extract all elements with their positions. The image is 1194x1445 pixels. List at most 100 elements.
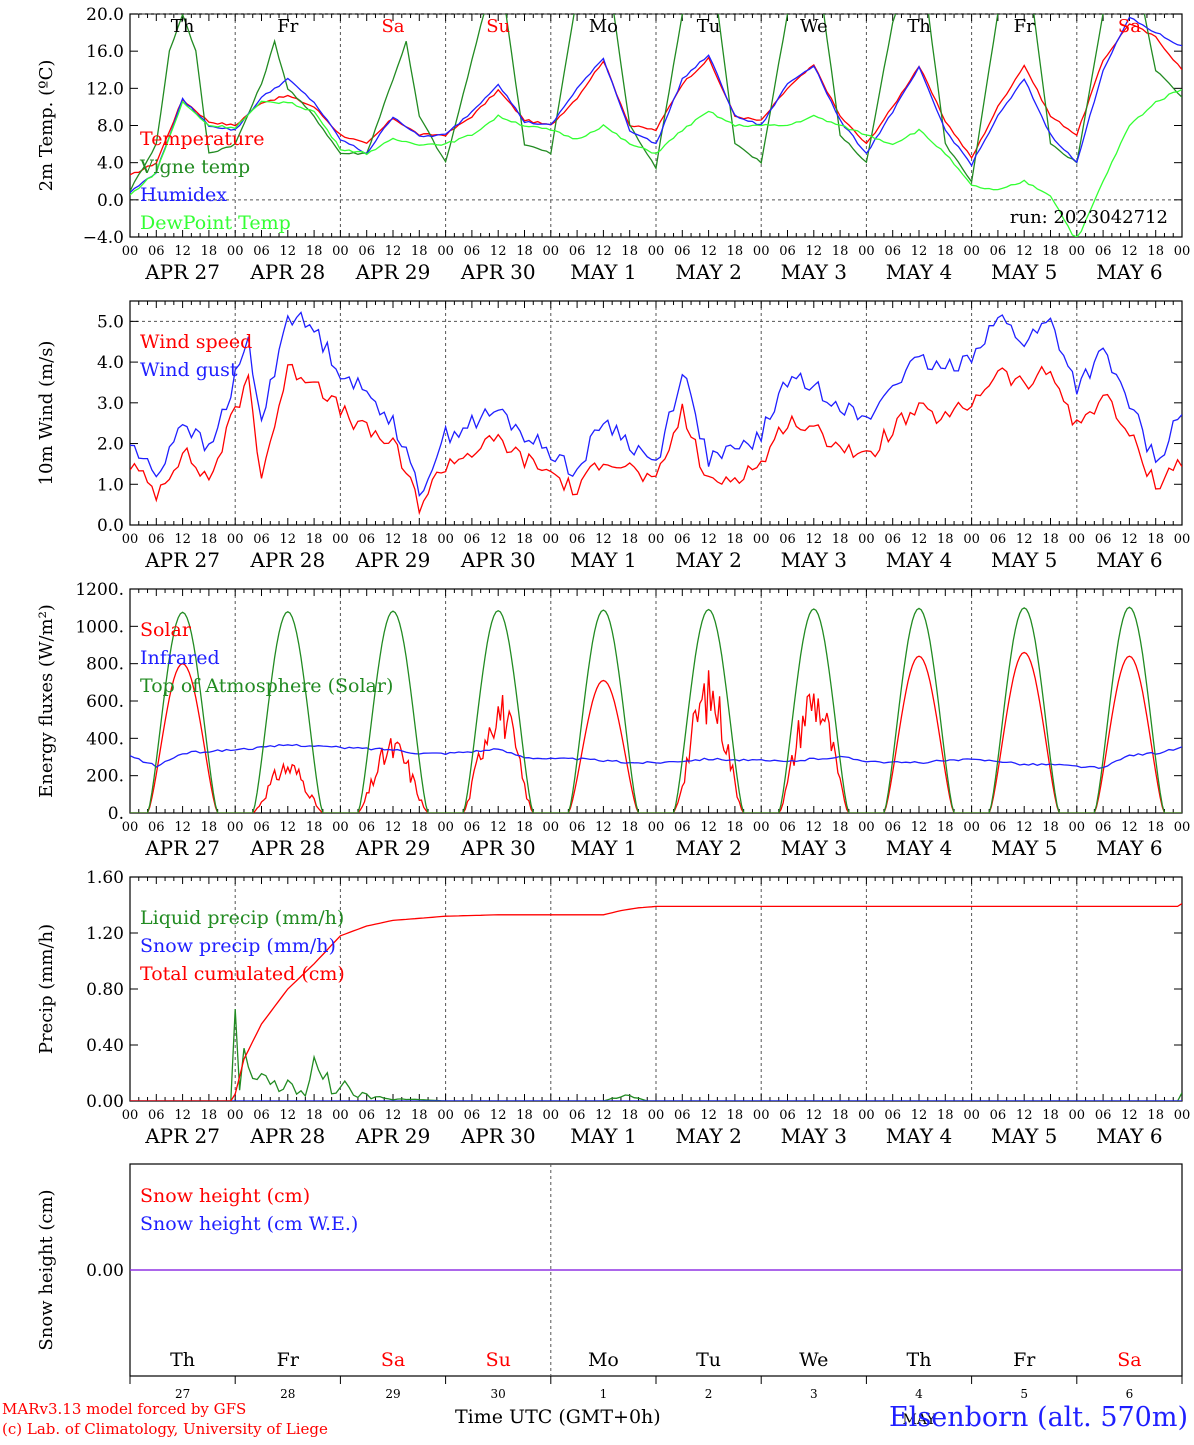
weekday-label: Fr [1013,1349,1036,1371]
x-date-label: MAY 1 [570,1124,636,1148]
y-tick-label: −4.0 [83,228,124,248]
x-hour-tick-label: 00 [1069,1108,1086,1123]
y-tick-label: 16.0 [86,42,124,62]
x-date-label: APR 28 [249,836,325,860]
x-hour-tick-label: 12 [280,1108,297,1123]
x-hour-tick-label: 06 [569,532,586,547]
x-hour-tick-label: 12 [385,1108,402,1123]
y-tick-label: 20.0 [86,5,124,25]
x-hour-tick-label: 06 [464,244,481,259]
x-hour-tick-label: 06 [674,820,691,835]
x-day-number-label: 6 [1126,1387,1134,1401]
y-axis-label: 2m Temp. (ºC) [36,60,57,192]
x-date-label: APR 28 [249,1124,325,1148]
x-hour-tick-label: 18 [411,532,428,547]
x-hour-tick-label: 06 [990,1108,1007,1123]
x-date-label: MAY 5 [991,836,1057,860]
x-hour-tick-label: 06 [569,244,586,259]
x-hour-tick-label: 00 [437,532,454,547]
weekday-label: Sa [381,1349,405,1371]
weekday-label: Tu [697,16,721,37]
x-hour-tick-label: 06 [779,244,796,259]
legend-entry: Vigne temp [139,156,250,178]
x-hour-tick-label: 12 [490,532,507,547]
x-hour-tick-label: 18 [727,244,744,259]
x-date-label: MAY 6 [1096,548,1162,572]
x-hour-tick-label: 12 [595,820,612,835]
x-hour-tick-label: 18 [411,244,428,259]
x-hour-tick-label: 00 [1069,820,1086,835]
x-hour-tick-label: 00 [543,244,560,259]
series-line-wind-gust [130,311,1182,498]
y-tick-label: 0.0 [97,191,124,211]
weekday-label: Th [170,1349,195,1371]
x-day-number-label: 27 [175,1387,190,1401]
x-date-label: MAY 6 [1096,1124,1162,1148]
x-hour-tick-label: 12 [911,820,928,835]
x-hour-tick-label: 12 [1016,532,1033,547]
x-date-label: MAY 2 [675,836,741,860]
x-hour-tick-label: 06 [779,820,796,835]
x-date-label: MAY 3 [781,836,847,860]
x-hour-tick-label: 12 [385,820,402,835]
x-hour-tick-label: 00 [332,1108,349,1123]
weekday-label: We [799,1349,828,1371]
plot-frame [129,13,1183,238]
plot-frame [129,588,1183,814]
x-hour-tick-label: 12 [806,1108,823,1123]
y-axis-label: Energy fluxes (W/m²) [36,604,57,798]
x-date-label: APR 27 [144,1124,220,1148]
x-hour-tick-label: 18 [306,532,323,547]
x-hour-tick-label: 18 [832,244,849,259]
x-hour-tick-label: 18 [411,820,428,835]
x-hour-tick-label: 00 [963,244,980,259]
x-hour-tick-label: 00 [227,820,244,835]
x-hour-tick-label: 18 [516,1108,533,1123]
x-hour-tick-label: 18 [516,820,533,835]
x-hour-tick-label: 12 [1016,820,1033,835]
x-day-number-label: 3 [810,1387,818,1401]
x-hour-tick-label: 18 [1042,1108,1059,1123]
x-hour-tick-label: 06 [884,532,901,547]
x-date-label: MAY 2 [675,548,741,572]
x-date-label: MAY 2 [675,1124,741,1148]
legend-entry: Wind gust [140,359,238,381]
x-hour-tick-label: 12 [806,532,823,547]
x-day-number-label: 4 [915,1387,923,1401]
x-date-label: MAY 4 [886,1124,952,1148]
x-hour-tick-label: 06 [464,532,481,547]
weekday-label: We [800,16,828,37]
y-tick-label: 4.0 [97,154,124,174]
x-date-label: APR 29 [355,836,431,860]
x-hour-tick-label: 18 [832,820,849,835]
x-hour-tick-label: 00 [227,1108,244,1123]
legend-entry: Humidex [140,184,227,206]
y-tick-label: 2.0 [97,435,124,455]
x-hour-tick-label: 12 [1016,1108,1033,1123]
x-hour-tick-label: 00 [227,244,244,259]
x-hour-tick-label: 06 [884,244,901,259]
x-date-label: MAY 4 [886,548,952,572]
x-hour-tick-label: 00 [963,820,980,835]
x-day-number-label: 2 [705,1387,713,1401]
x-hour-tick-label: 06 [990,532,1007,547]
panel-wind [129,300,1183,526]
x-hour-tick-label: 00 [1174,244,1191,259]
x-hour-tick-label: 18 [201,1108,218,1123]
x-hour-tick-label: 18 [306,244,323,259]
y-axis-label: Precip (mm/h) [36,924,57,1054]
y-tick-label: 1.60 [86,868,124,888]
x-hour-tick-label: 00 [753,244,770,259]
x-hour-tick-label: 06 [779,1108,796,1123]
legend-entry: Infrared [140,647,220,669]
x-day-number-label: 29 [385,1387,400,1401]
x-hour-tick-label: 18 [727,1108,744,1123]
y-tick-label: 0.00 [86,1092,124,1112]
legend-entry: Snow height (cm) [140,1185,310,1207]
y-tick-label: 1.0 [97,475,124,495]
x-date-label: APR 30 [460,836,536,860]
x-date-label: APR 29 [355,548,431,572]
panel-precip [129,876,1183,1102]
series-line-top-of-atmosphere-solar- [130,606,1182,813]
y-tick-label: 600. [86,692,124,712]
